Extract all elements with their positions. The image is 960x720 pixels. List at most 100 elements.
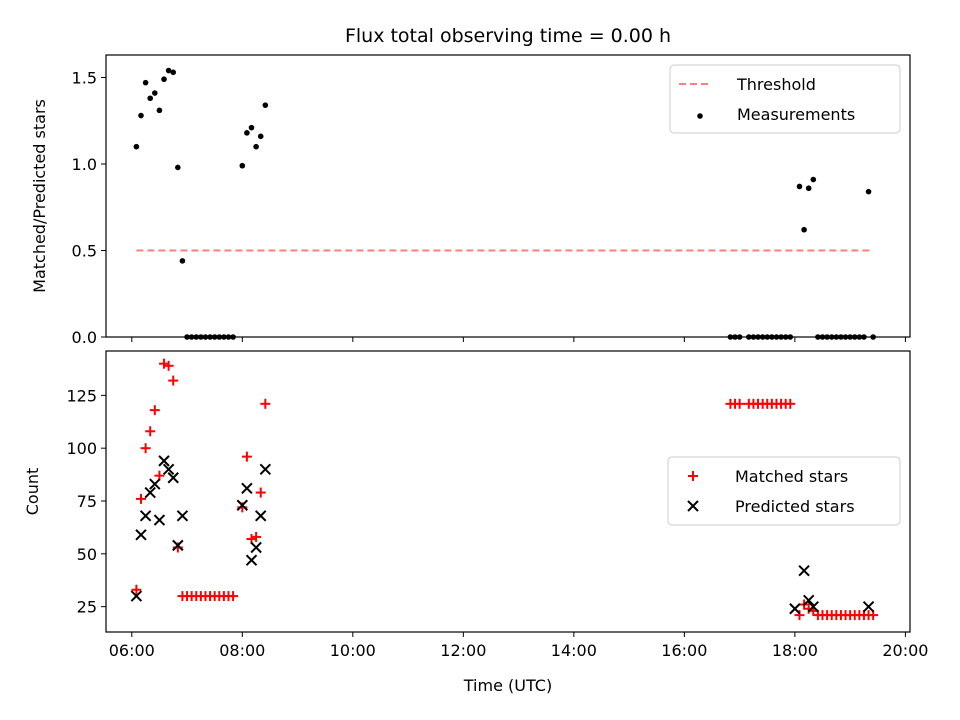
- x-tick-label: 18:00: [772, 641, 818, 660]
- measurement-point: [796, 183, 803, 190]
- predicted-stars-point: [241, 482, 253, 495]
- predicted-stars-point: [802, 594, 815, 607]
- measurement-point: [244, 130, 250, 136]
- y-tick-label: 100: [66, 439, 97, 458]
- y-tick-label: 1.5: [72, 68, 97, 87]
- predicted-stars-point: [250, 541, 262, 554]
- bottom-axes-frame: [105, 350, 911, 633]
- measurement-point: [165, 67, 172, 74]
- measurement-point: [257, 133, 264, 140]
- y-tick-label: 75: [77, 492, 97, 511]
- measurement-point: [138, 112, 144, 119]
- predicted-stars-point: [862, 600, 875, 613]
- x-tick-label: 10:00: [330, 641, 376, 660]
- measurement-point: [156, 107, 163, 114]
- predicted-stars-point: [153, 514, 166, 526]
- matched-stars-point: [251, 531, 262, 542]
- matched-stars-point: [145, 426, 156, 437]
- measurement-point: [133, 143, 140, 150]
- measurement-point: [147, 95, 154, 102]
- measurement-point: [170, 69, 177, 76]
- matched-stars-point: [163, 360, 174, 371]
- predicted-stars-point: [798, 565, 810, 577]
- star-count-panel: 06:00 08:00 10:00 12:00 14:00 16:00 18:00 20:00…: [23, 350, 928, 695]
- matched-stars-point: [135, 493, 146, 504]
- measurement-point: [805, 185, 812, 192]
- predicted-stars-point: [789, 603, 801, 615]
- predicted-stars-point: [144, 486, 156, 499]
- predicted-stars-point: [130, 590, 143, 602]
- predicted-stars-point: [172, 539, 184, 552]
- measurement-point: [865, 188, 872, 195]
- measurement-point: [810, 176, 817, 183]
- predicted-stars-point: [176, 510, 189, 522]
- predicted-stars-point: [149, 478, 161, 490]
- bottom-y-ticks: 25 50 75 100 125: [66, 386, 106, 617]
- measurement-point: [142, 79, 149, 86]
- predicted-stars-point: [255, 510, 267, 522]
- predicted-stars-point: [139, 510, 152, 522]
- matched-stars-point: [794, 610, 805, 621]
- measurement-point: [179, 258, 186, 264]
- predicted-stars-point: [236, 499, 249, 511]
- measurement-point: [152, 90, 158, 96]
- y-tick-label: 50: [77, 545, 97, 564]
- x-tick-label: 20:00: [882, 641, 928, 660]
- measurement-point: [239, 162, 246, 169]
- bottom-legend: Matched stars Predicted stars: [667, 456, 901, 526]
- matched-stars-point: [228, 591, 239, 602]
- legend-predicted-swatch: [687, 500, 699, 512]
- y-tick-label: 25: [77, 598, 97, 617]
- matched-stars-point: [241, 451, 252, 462]
- predicted-stars-point: [158, 455, 170, 467]
- measurement-point: [262, 102, 269, 108]
- top-axes-frame: [105, 54, 911, 338]
- matched-stars-point: [734, 398, 745, 409]
- legend-measurement-swatch: [697, 113, 703, 119]
- legend-matched-swatch: [688, 471, 698, 481]
- predicted-stars-point: [162, 463, 175, 476]
- flux-ratio-panel: 0.0 0.5 1.0 1.5 Matched/Predicted stars Thr…: [30, 54, 911, 347]
- predicted-stars-point: [245, 554, 258, 566]
- x-tick-label: 12:00: [440, 641, 486, 660]
- measurement-point: [253, 143, 259, 150]
- x-axis-label: Time (UTC): [463, 676, 552, 695]
- legend-box: [669, 64, 901, 134]
- y-tick-label: 1.0: [72, 155, 97, 174]
- top-x-ticks: [131, 337, 906, 342]
- matched-stars-point: [159, 358, 170, 369]
- y-tick-label: 0.0: [72, 328, 97, 347]
- legend-label: Matched stars: [735, 467, 848, 486]
- matched-stars-point: [260, 398, 271, 409]
- matched-stars-point: [149, 405, 160, 416]
- matched-stars-point: [140, 443, 151, 454]
- predicted-stars-point: [135, 529, 147, 541]
- bottom-y-axis-label: Count: [23, 468, 42, 516]
- y-tick-label: 125: [66, 386, 97, 405]
- legend-label: Predicted stars: [735, 497, 855, 516]
- x-tick-label: 14:00: [551, 641, 597, 660]
- x-tick-label: 16:00: [661, 641, 707, 660]
- y-tick-label: 0.5: [72, 241, 97, 260]
- legend-box: [667, 456, 901, 526]
- top-y-ticks: 0.0 0.5 1.0 1.5: [72, 68, 106, 347]
- measurement-point: [161, 76, 167, 83]
- chart-title: Flux total observing time = 0.00 h: [345, 25, 671, 47]
- top-y-axis-label: Matched/Predicted stars: [30, 99, 49, 293]
- measurement-point: [175, 164, 181, 171]
- measurement-point: [248, 124, 255, 131]
- predicted-stars-point: [807, 600, 820, 613]
- x-tick-label: 06:00: [109, 641, 155, 660]
- bottom-x-ticks: 06:00 08:00 10:00 12:00 14:00 16:00 18:00 20:00: [109, 632, 928, 660]
- predicted-stars-point: [259, 463, 272, 476]
- measurement-point: [801, 226, 807, 233]
- legend-label: Measurements: [737, 105, 855, 124]
- predicted-stars-point: [167, 472, 179, 484]
- matched-stars-point: [168, 375, 179, 386]
- matched-stars-point: [785, 398, 796, 409]
- matched-stars-point: [131, 584, 142, 595]
- matched-stars-point: [255, 487, 266, 498]
- top-legend: Threshold Measurements: [669, 64, 901, 134]
- x-tick-label: 08:00: [219, 641, 265, 660]
